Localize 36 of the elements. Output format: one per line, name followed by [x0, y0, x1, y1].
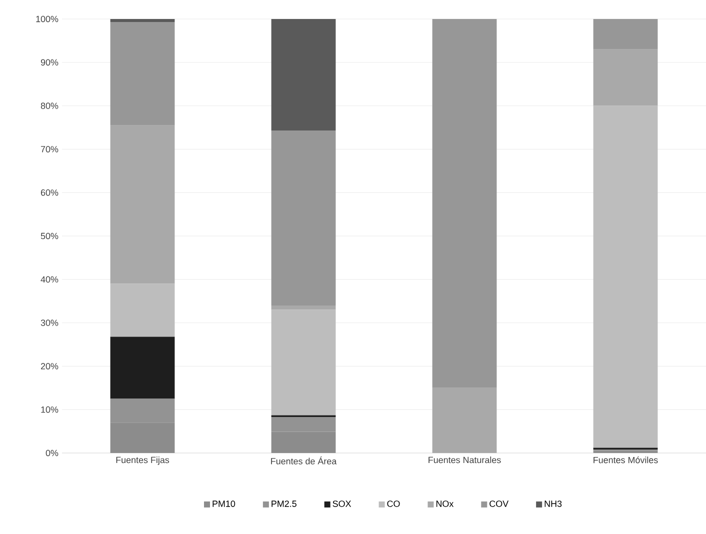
legend-label: CO: [387, 500, 400, 507]
y-tick-label: 50%: [40, 232, 58, 240]
y-tick-label: 10%: [41, 406, 58, 413]
bar: [110, 22, 175, 126]
bar: [593, 106, 658, 448]
bar: [593, 49, 658, 106]
legend-label: PM2.5: [272, 500, 296, 507]
legend-label: SOX: [332, 500, 352, 507]
legend-label: PM10: [212, 500, 236, 507]
y-tick-label: 60%: [40, 189, 58, 196]
y-tick-label: 20%: [40, 363, 58, 370]
bar: [271, 18, 336, 131]
x-tick-label: Fuentes Fijas: [116, 456, 170, 465]
legend-label: NOx: [436, 500, 454, 507]
y-tick-label: 30%: [40, 320, 58, 326]
bar: [432, 18, 497, 388]
bar: [432, 388, 497, 453]
y-tick-label: 40%: [40, 276, 58, 283]
bar: [271, 310, 336, 416]
legend-label: COV: [490, 500, 509, 507]
x-tick-label: Fuentes Móviles: [594, 456, 658, 464]
bar: [110, 284, 175, 337]
bar: [271, 305, 336, 310]
y-tick-label: 100%: [36, 16, 58, 22]
y-tick-label: 80%: [40, 102, 58, 109]
bar: [593, 18, 658, 50]
y-tick-label: 70%: [40, 146, 58, 152]
bar: [110, 125, 175, 284]
x-tick-label: Fuentes Naturales: [428, 456, 501, 464]
bar: [110, 18, 175, 22]
y-tick-label: 0%: [46, 450, 58, 456]
bar: [110, 336, 175, 399]
legend-label: NH3: [544, 500, 562, 507]
x-tick-label: Fuentes de Área: [271, 456, 337, 464]
bar: [271, 130, 336, 306]
y-tick-label: 90%: [40, 59, 58, 66]
